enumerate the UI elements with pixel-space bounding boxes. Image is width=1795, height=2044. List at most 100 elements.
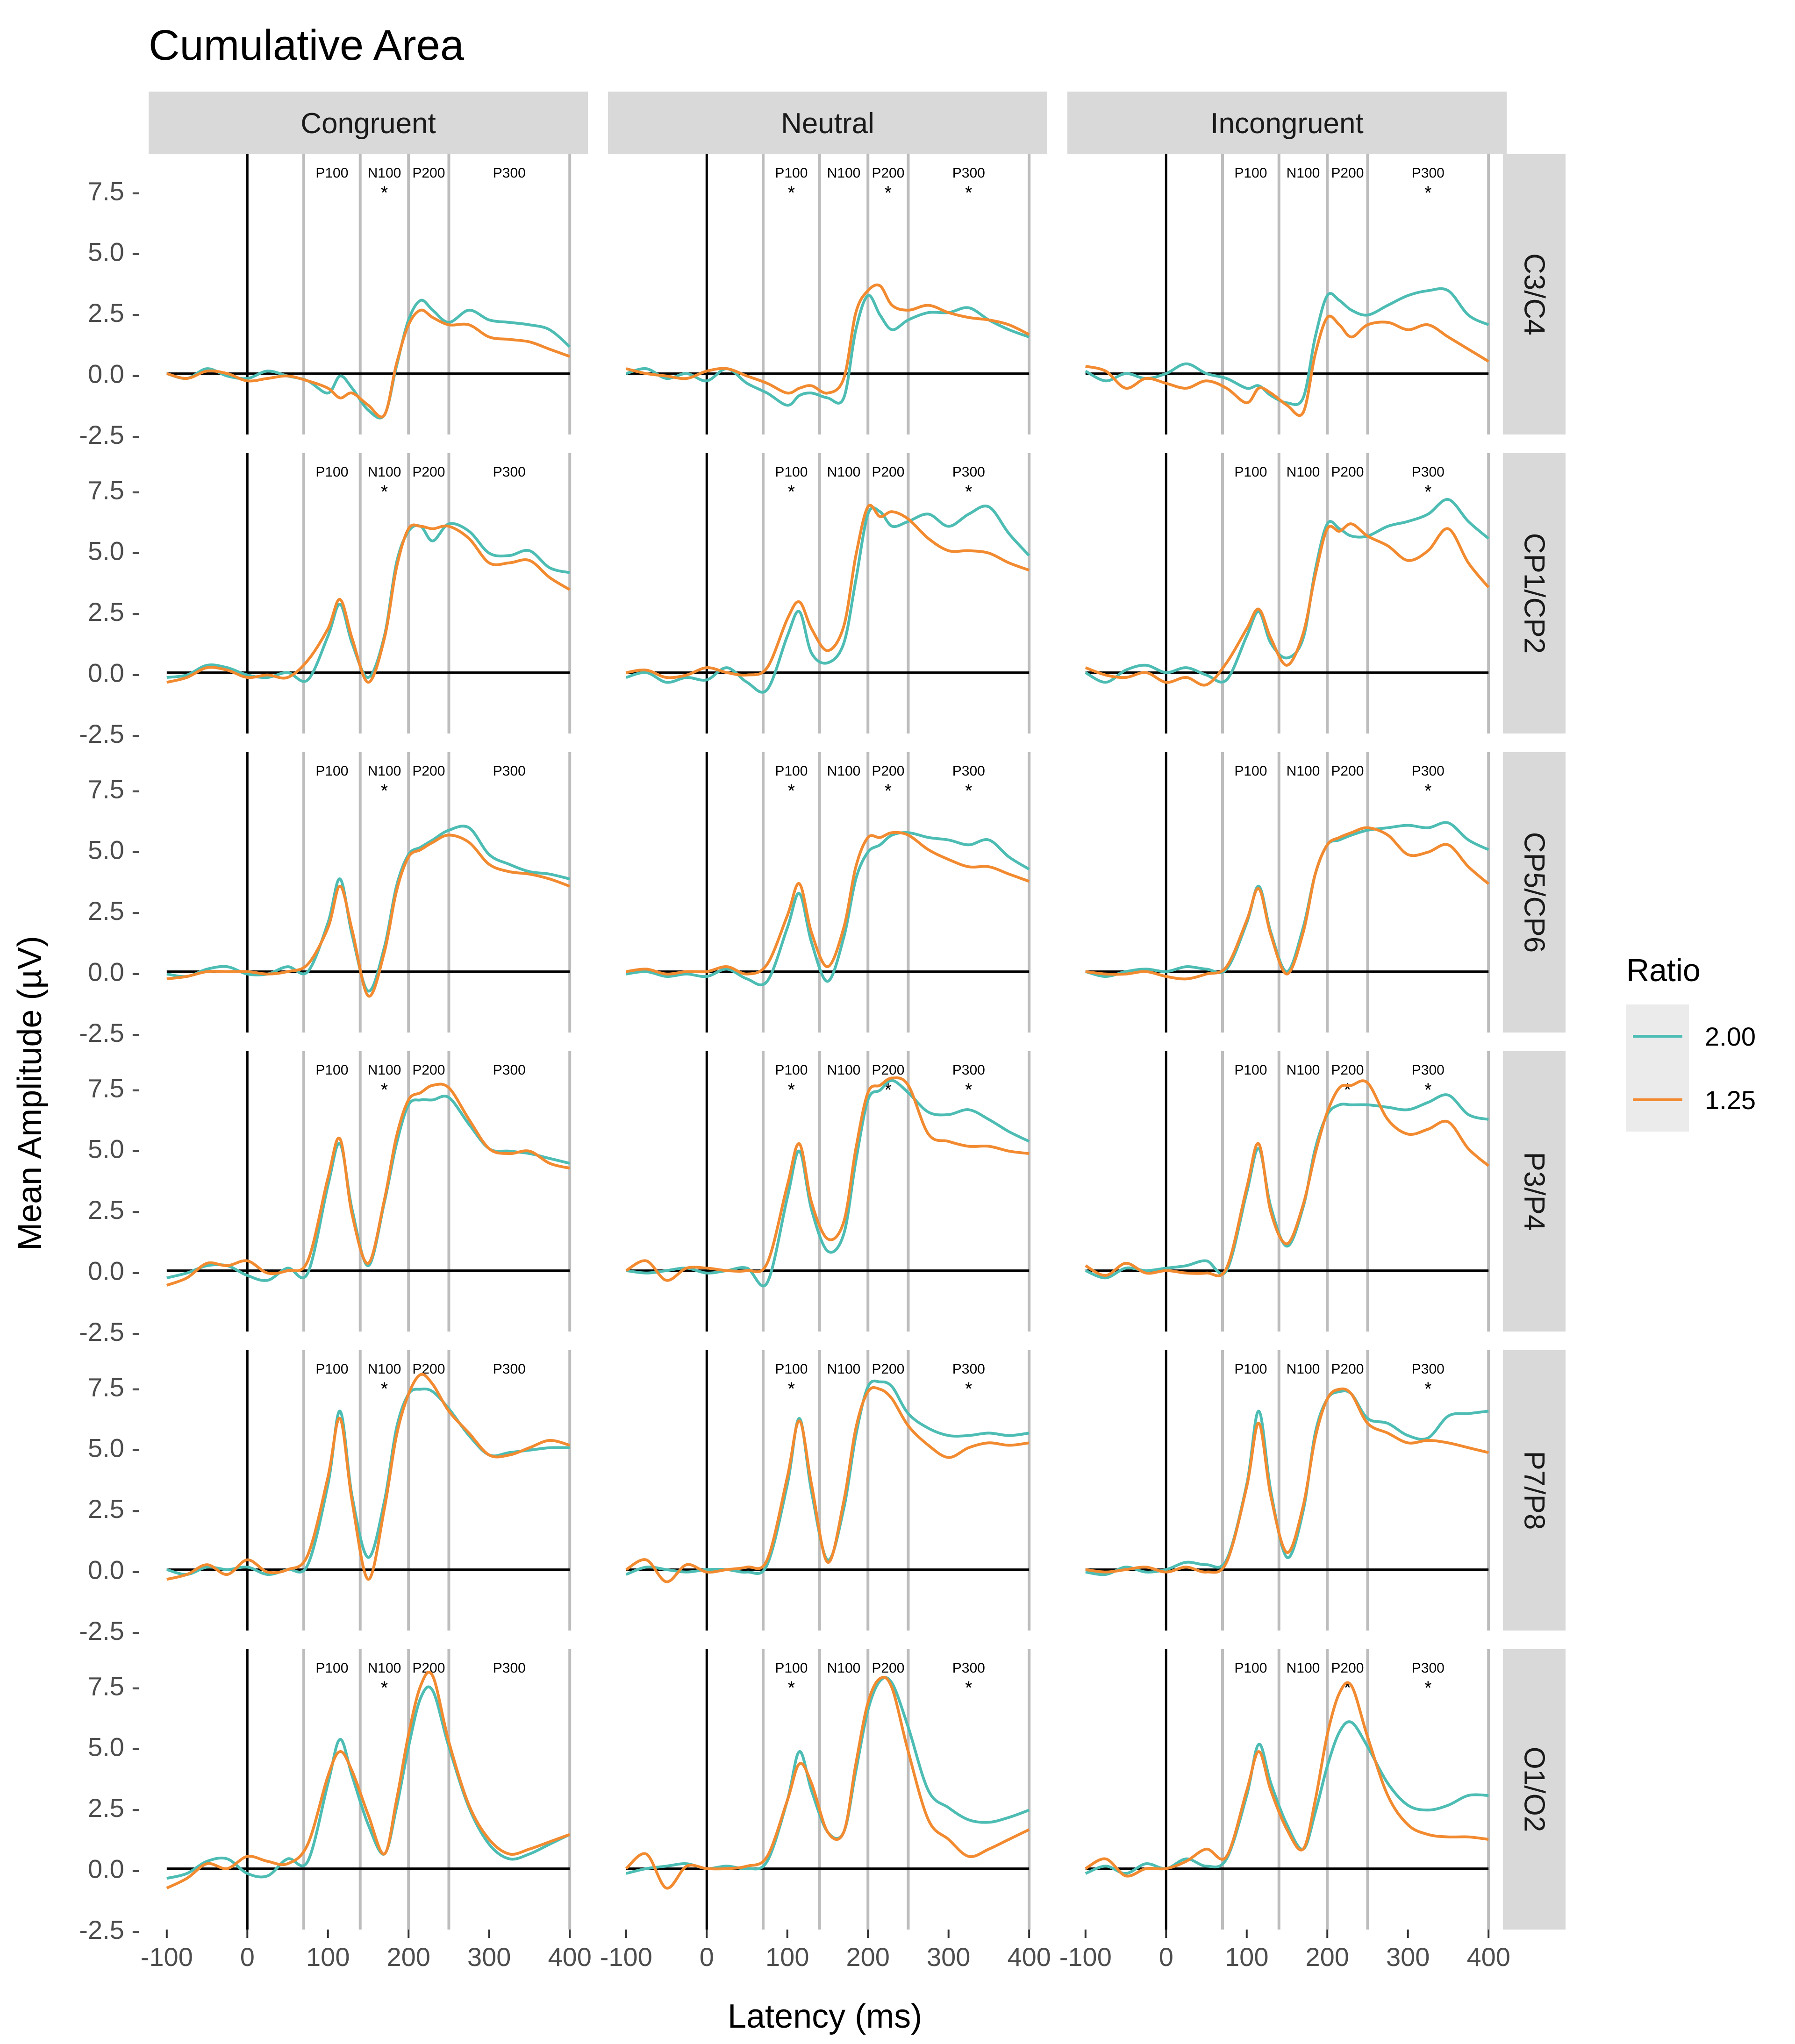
- component-label: P200: [872, 1660, 904, 1676]
- component-label: N100: [368, 165, 401, 181]
- x-tick-label: 200: [846, 1942, 890, 1972]
- component-label: P200: [872, 1062, 904, 1078]
- y-tick-label: 2.5 -: [88, 298, 140, 328]
- component-label: P200: [1331, 1660, 1364, 1676]
- significance-star: *: [381, 1678, 388, 1698]
- component-label: P100: [1234, 464, 1267, 480]
- column-strip-label: Incongruent: [1210, 107, 1363, 140]
- x-axis-title: Latency (ms): [728, 1998, 922, 2035]
- series-line-2-00: [1085, 287, 1489, 406]
- column-strip: [1067, 92, 1507, 154]
- component-label: N100: [368, 1660, 401, 1676]
- component-label: P100: [315, 464, 348, 480]
- series-line-1-25: [625, 1386, 1030, 1583]
- component-label: P200: [1331, 763, 1364, 779]
- y-tick-label: 7.5 -: [88, 176, 140, 206]
- component-label: P200: [1331, 1062, 1364, 1078]
- row-strip: [1503, 1350, 1566, 1631]
- series-line-2-00: [626, 1079, 1030, 1288]
- significance-star: *: [1344, 1080, 1352, 1100]
- series-line-1-25: [626, 283, 1030, 395]
- significance-star: *: [788, 1678, 795, 1698]
- significance-star: *: [965, 1678, 973, 1698]
- component-label: P200: [1331, 165, 1364, 181]
- series-line-2-00: [1085, 1093, 1489, 1280]
- y-tick-label: 0.0 -: [88, 658, 140, 688]
- row-strip: [1503, 1649, 1566, 1930]
- panel: P100 N100 P200 * P300 *: [1085, 1649, 1490, 1930]
- component-label: N100: [1287, 464, 1320, 480]
- component-label: P200: [872, 464, 904, 480]
- series-line-1-25: [625, 1676, 1030, 1890]
- series-line-2-00: [1085, 821, 1489, 978]
- component-label: N100: [1287, 1361, 1320, 1377]
- panel: P100 * N100 P200 * P300 *: [625, 154, 1031, 434]
- row-strip-label: P7/P8: [1518, 1451, 1551, 1530]
- row-strip-label: CP1/CP2: [1518, 533, 1551, 654]
- component-label: N100: [827, 1062, 861, 1078]
- series-line-1-25: [1085, 1681, 1489, 1878]
- y-tick-label: -2.5 -: [79, 1018, 140, 1047]
- panel: P100 N100 P200 P300 *: [1085, 1350, 1490, 1631]
- series-line-1-25: [166, 1083, 570, 1287]
- y-tick-label: 5.0 -: [88, 536, 140, 566]
- y-tick-label: 5.0 -: [88, 835, 140, 865]
- component-label: N100: [1287, 1062, 1320, 1078]
- series-line-1-25: [626, 831, 1030, 976]
- component-label: P100: [315, 1660, 348, 1676]
- component-label: P100: [775, 1062, 808, 1078]
- row-strip-label: P3/P4: [1518, 1152, 1551, 1231]
- series-line-2-00: [166, 825, 570, 993]
- significance-star: *: [381, 781, 388, 801]
- component-label: P300: [1412, 763, 1445, 779]
- component-label: P300: [952, 1062, 985, 1078]
- legend-label: 1.25: [1705, 1085, 1756, 1115]
- series-line-1-25: [166, 523, 571, 684]
- legend: Ratio 2.00 1.25: [1626, 953, 1756, 1132]
- series-line-2-00: [166, 522, 570, 683]
- significance-star: *: [788, 781, 795, 801]
- component-label: N100: [827, 165, 861, 181]
- series-line-1-25: [1085, 826, 1490, 981]
- series-line-2-00: [1085, 1389, 1489, 1576]
- component-label: N100: [1287, 165, 1320, 181]
- y-tick-label: 0.0 -: [88, 359, 140, 389]
- significance-star: *: [788, 1080, 795, 1100]
- y-tick-label: 0.0 -: [88, 957, 140, 987]
- series-line-1-25: [626, 504, 1030, 679]
- component-label: N100: [368, 1062, 401, 1078]
- significance-star: *: [788, 183, 795, 203]
- series-line-1-25: [166, 1671, 571, 1890]
- panel: P100 N100 P200 * P300 *: [1085, 1051, 1490, 1332]
- component-label: P100: [1234, 763, 1267, 779]
- series-line-1-25: [166, 308, 571, 419]
- y-tick-label: 5.0 -: [88, 237, 140, 267]
- component-label: P100: [315, 1361, 348, 1377]
- component-label: N100: [1287, 763, 1320, 779]
- component-label: P100: [1234, 1062, 1267, 1078]
- significance-star: *: [965, 482, 973, 502]
- x-tick-label: 0: [240, 1942, 255, 1972]
- x-tick-label: -100: [141, 1942, 193, 1972]
- x-tick-label: 100: [306, 1942, 350, 1972]
- row-strip-label: O1/O2: [1518, 1747, 1551, 1832]
- panel: P100 N100 * P200 P300: [166, 1051, 572, 1332]
- y-tick-label: 0.0 -: [88, 1854, 140, 1884]
- component-label: P200: [412, 1062, 445, 1078]
- panel: P100 N100 * P200 P300: [166, 154, 572, 434]
- component-label: N100: [827, 1660, 861, 1676]
- series-line-1-25: [1085, 1079, 1490, 1277]
- row-strip: [1503, 752, 1566, 1033]
- component-label: P300: [493, 165, 526, 181]
- x-tick-label: 400: [1007, 1942, 1051, 1972]
- component-label: P300: [1412, 464, 1445, 480]
- y-axis-title: Mean Amplitude (µV): [11, 936, 49, 1251]
- component-label: P300: [1412, 1062, 1445, 1078]
- significance-star: *: [381, 482, 388, 502]
- row-strip-label: C3/C4: [1518, 253, 1551, 335]
- panel: P100 N100 * P200 P300: [166, 453, 572, 734]
- series-line-1-25: [166, 833, 571, 998]
- component-label: P100: [775, 763, 808, 779]
- y-tick-label: 0.0 -: [88, 1555, 140, 1585]
